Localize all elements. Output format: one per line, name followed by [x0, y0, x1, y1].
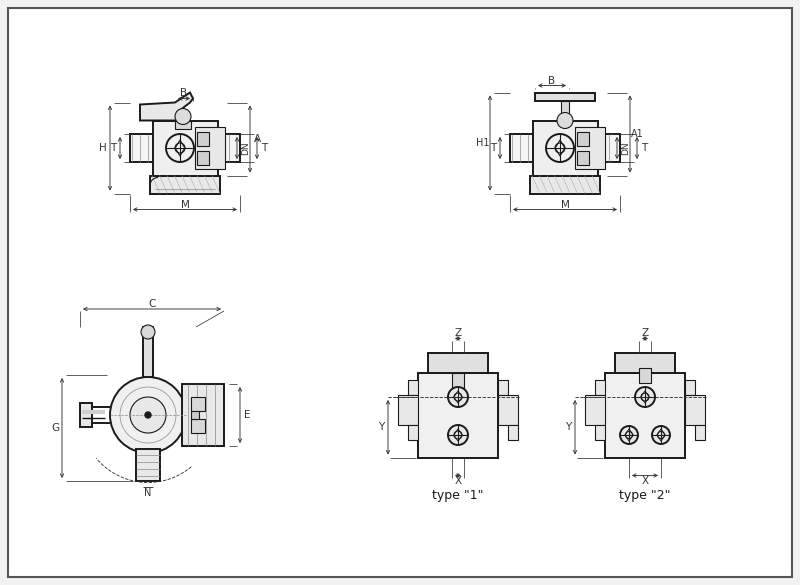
Bar [150, 176, 220, 194]
Bar [153, 121, 218, 176]
Bar [585, 395, 605, 425]
Text: M: M [181, 199, 190, 209]
Bar [595, 425, 605, 440]
Bar [530, 176, 600, 194]
Text: X: X [454, 477, 462, 487]
Circle shape [652, 426, 670, 444]
Bar [498, 380, 508, 395]
Text: E: E [244, 410, 250, 420]
Circle shape [145, 412, 151, 418]
Text: DN: DN [622, 141, 630, 155]
Text: DN: DN [242, 141, 250, 155]
Circle shape [635, 387, 655, 407]
Circle shape [448, 387, 468, 407]
Bar [561, 101, 569, 121]
Circle shape [557, 112, 573, 129]
Text: T: T [110, 143, 116, 153]
Text: B: B [549, 75, 555, 85]
Text: T: T [261, 143, 267, 153]
Bar [195, 127, 225, 169]
Bar [418, 373, 498, 457]
Bar [639, 367, 651, 383]
Text: type "1": type "1" [432, 489, 484, 502]
Text: Z: Z [454, 329, 462, 339]
Bar [191, 419, 205, 433]
Bar [575, 134, 620, 162]
Text: Y: Y [378, 422, 384, 432]
Text: M: M [561, 199, 570, 209]
Polygon shape [140, 92, 193, 121]
Bar [685, 395, 705, 425]
Bar [136, 449, 160, 481]
Text: type "2": type "2" [619, 489, 670, 502]
Text: Z: Z [642, 329, 649, 339]
Text: H1: H1 [476, 138, 490, 148]
Bar [428, 353, 488, 373]
Bar [195, 134, 240, 162]
Bar [80, 403, 92, 427]
Text: G: G [51, 423, 59, 433]
Bar [130, 134, 175, 162]
Bar [595, 380, 605, 395]
Text: X: X [642, 477, 649, 487]
Bar [143, 327, 153, 377]
Bar [191, 411, 199, 419]
Circle shape [175, 108, 191, 125]
Text: C: C [148, 299, 156, 309]
Text: T: T [641, 143, 647, 153]
Bar [533, 121, 598, 176]
Bar [197, 151, 209, 165]
Text: Y: Y [565, 422, 571, 432]
Bar [182, 384, 224, 446]
Bar [685, 380, 695, 395]
Circle shape [620, 426, 638, 444]
Circle shape [141, 325, 155, 339]
Bar [191, 397, 205, 411]
Bar [577, 132, 589, 146]
Bar [510, 134, 555, 162]
Bar [575, 127, 605, 169]
Bar [535, 92, 595, 101]
Circle shape [166, 134, 194, 162]
Text: N: N [144, 488, 152, 498]
Text: T: T [490, 143, 496, 153]
Bar [615, 353, 675, 373]
Text: B: B [181, 88, 187, 98]
Bar [695, 425, 705, 440]
Bar [197, 132, 209, 146]
Bar [498, 395, 518, 425]
Circle shape [110, 377, 186, 453]
Bar [508, 425, 518, 440]
Text: H: H [99, 143, 107, 153]
Circle shape [130, 397, 166, 433]
Bar [605, 373, 685, 457]
Bar [408, 380, 418, 395]
Bar [452, 373, 464, 387]
Circle shape [448, 425, 468, 445]
Text: A: A [254, 134, 261, 144]
Circle shape [546, 134, 574, 162]
Bar [175, 121, 191, 129]
Bar [398, 395, 418, 425]
Bar [408, 425, 418, 440]
Bar [577, 151, 589, 165]
Text: A1: A1 [630, 129, 643, 139]
